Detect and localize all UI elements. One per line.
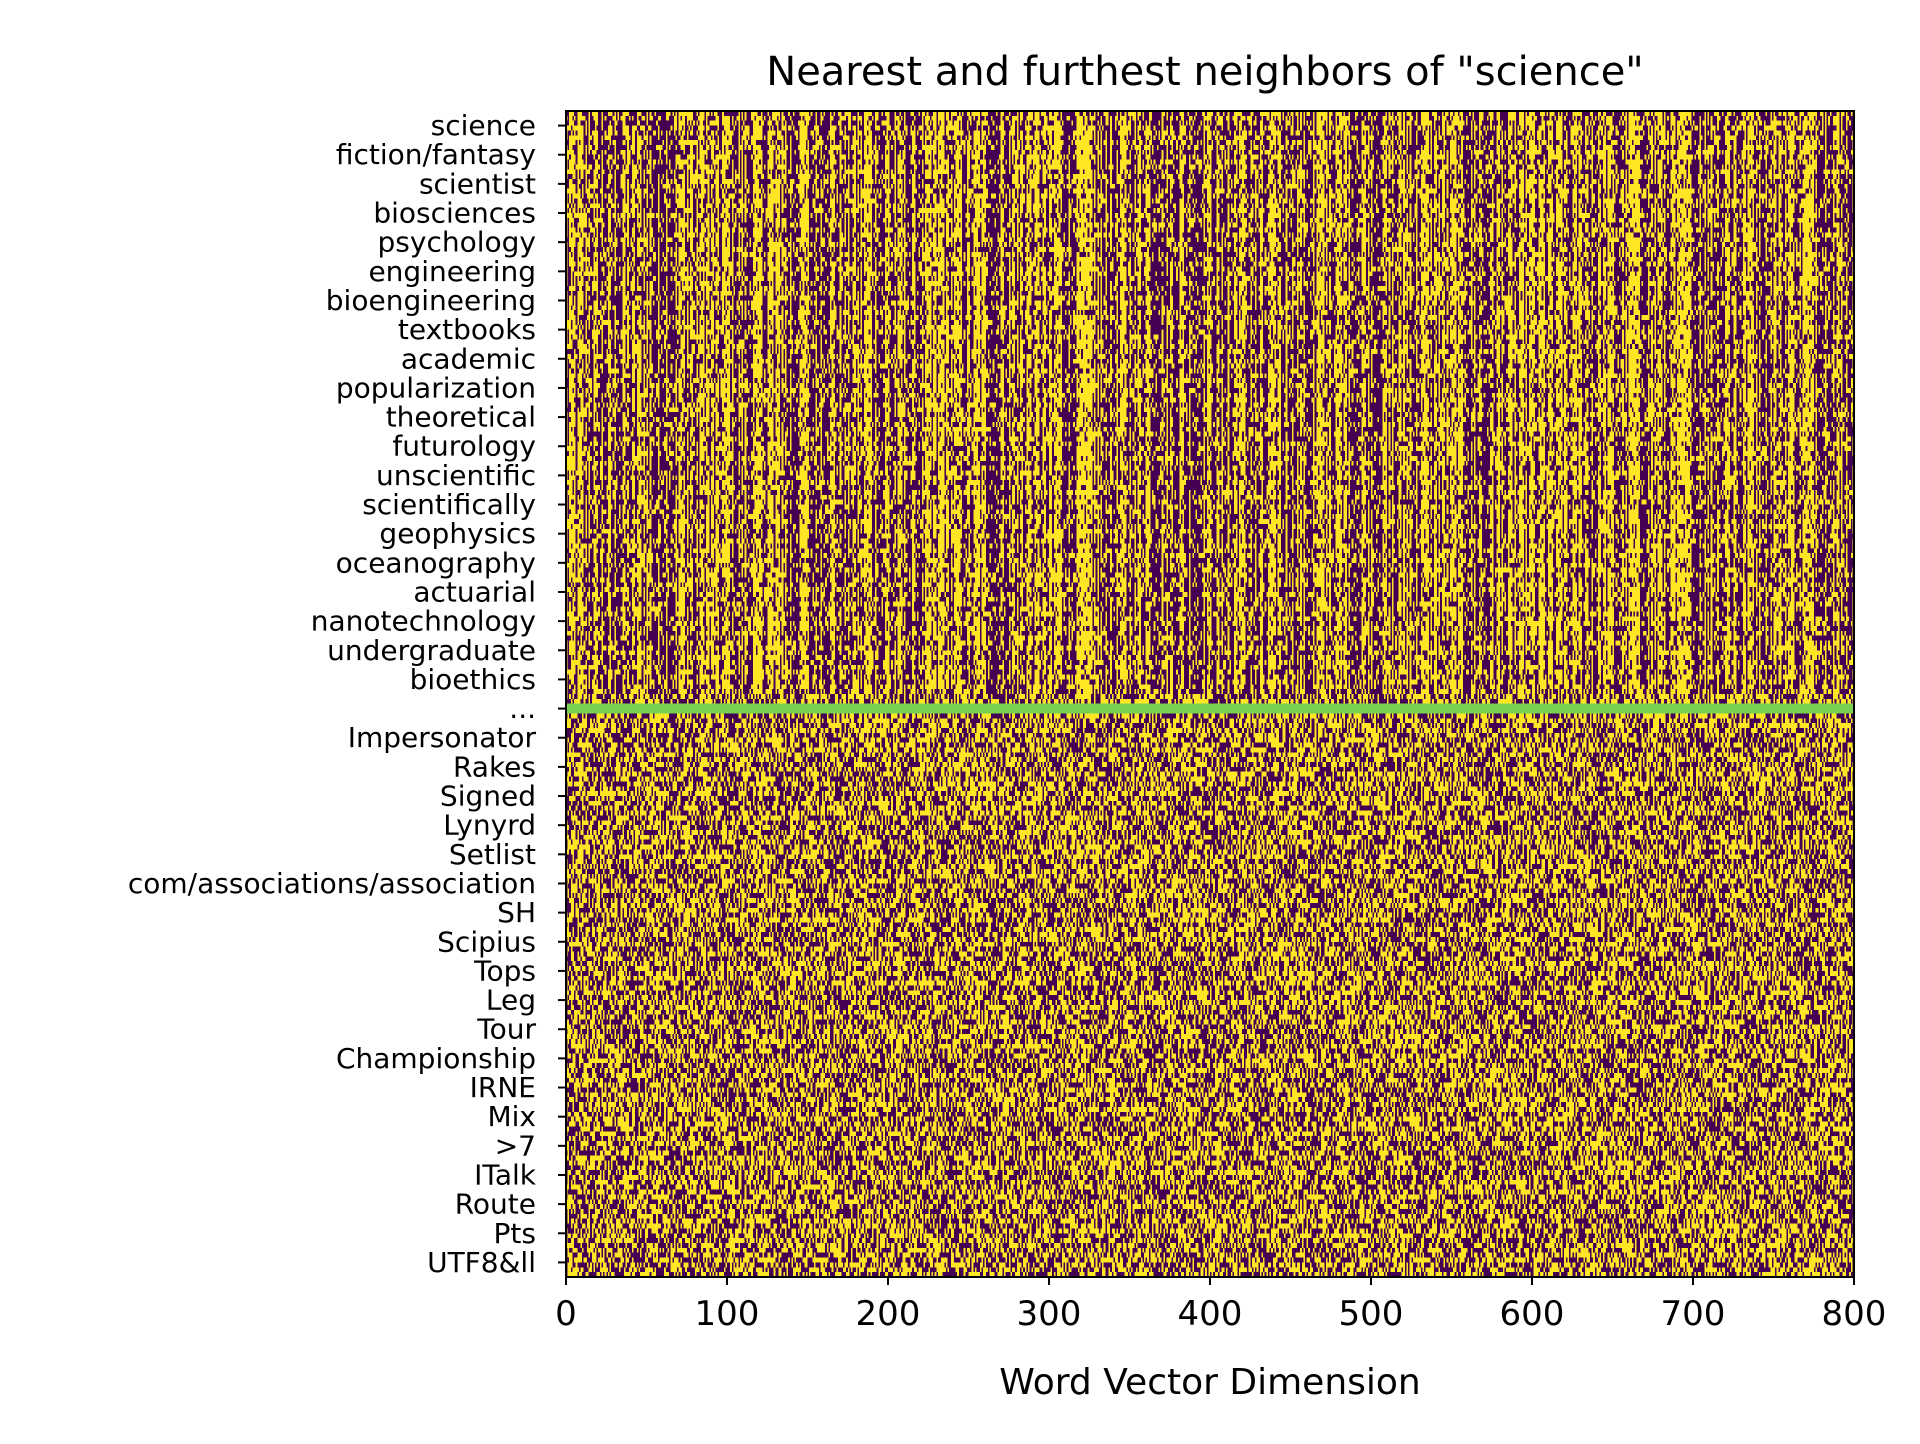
heatmap-image: [566, 111, 1854, 1277]
y-tick-label: Setlist: [449, 838, 536, 871]
y-tick-label: psychology: [378, 226, 536, 259]
y-tick-label: Tour: [476, 1013, 536, 1046]
x-tick-label: 500: [1339, 1294, 1404, 1334]
y-axis: sciencefiction/fantasyscientistbioscienc…: [128, 109, 566, 1279]
y-tick-label: bioengineering: [326, 284, 536, 317]
x-tick-label: 600: [1500, 1294, 1565, 1334]
y-tick-label: Mix: [487, 1100, 536, 1133]
y-tick-label: unscientific: [376, 459, 536, 492]
y-tick-label: geophysics: [379, 517, 536, 550]
y-tick-label: textbooks: [398, 313, 536, 346]
x-tick-label: 200: [856, 1294, 921, 1334]
y-tick-label: Leg: [486, 984, 536, 1017]
x-axis-label: Word Vector Dimension: [999, 1362, 1421, 1403]
x-tick-label: 300: [1017, 1294, 1082, 1334]
y-tick-label: ITalk: [474, 1158, 537, 1191]
x-tick-label: 800: [1822, 1294, 1887, 1334]
y-tick-label: IRNE: [470, 1071, 536, 1104]
y-tick-label: actuarial: [413, 575, 536, 608]
y-tick-label: SH: [497, 896, 536, 929]
x-tick-label: 400: [1178, 1294, 1243, 1334]
x-tick-label: 700: [1661, 1294, 1726, 1334]
heatmap-cells: [566, 111, 1854, 1277]
y-tick-label: ...: [509, 692, 536, 725]
y-tick-label: biosciences: [373, 197, 536, 230]
y-tick-label: Route: [455, 1188, 536, 1221]
y-tick-label: Lynyrd: [443, 809, 536, 842]
y-tick-label: fiction/fantasy: [336, 138, 536, 171]
chart-title: Nearest and furthest neighbors of "scien…: [766, 49, 1643, 95]
y-tick-label: >7: [495, 1129, 536, 1162]
y-tick-label: oceanography: [336, 546, 536, 579]
y-tick-label: Signed: [440, 780, 536, 813]
y-tick-label: popularization: [336, 371, 536, 404]
x-tick-label: 100: [695, 1294, 760, 1334]
y-tick-label: Scipius: [437, 925, 536, 958]
y-tick-label: academic: [401, 342, 536, 375]
x-axis: 0 100 200 300 400 500 600 700 800: [555, 1277, 1886, 1334]
y-tick-label: UTF8&ll: [427, 1246, 536, 1279]
y-tick-label: Tops: [473, 954, 536, 987]
y-tick-label: futurology: [392, 430, 536, 463]
y-tick-label: Rakes: [453, 750, 536, 783]
y-tick-label: bioethics: [410, 663, 536, 696]
y-tick-label: com/associations/association: [128, 867, 536, 900]
y-tick-label: undergraduate: [327, 634, 536, 667]
y-tick-label: theoretical: [386, 401, 536, 434]
y-tick-label: science: [431, 109, 536, 142]
y-tick-label: Impersonator: [348, 721, 537, 754]
y-tick-label: scientist: [419, 167, 536, 200]
x-tick-label: 0: [555, 1294, 577, 1334]
y-tick-label: engineering: [368, 255, 536, 288]
y-tick-label: Pts: [494, 1217, 536, 1250]
y-tick-label: Championship: [336, 1042, 536, 1075]
y-tick-label: nanotechnology: [311, 605, 536, 638]
y-tick-label: scientifically: [362, 488, 536, 521]
